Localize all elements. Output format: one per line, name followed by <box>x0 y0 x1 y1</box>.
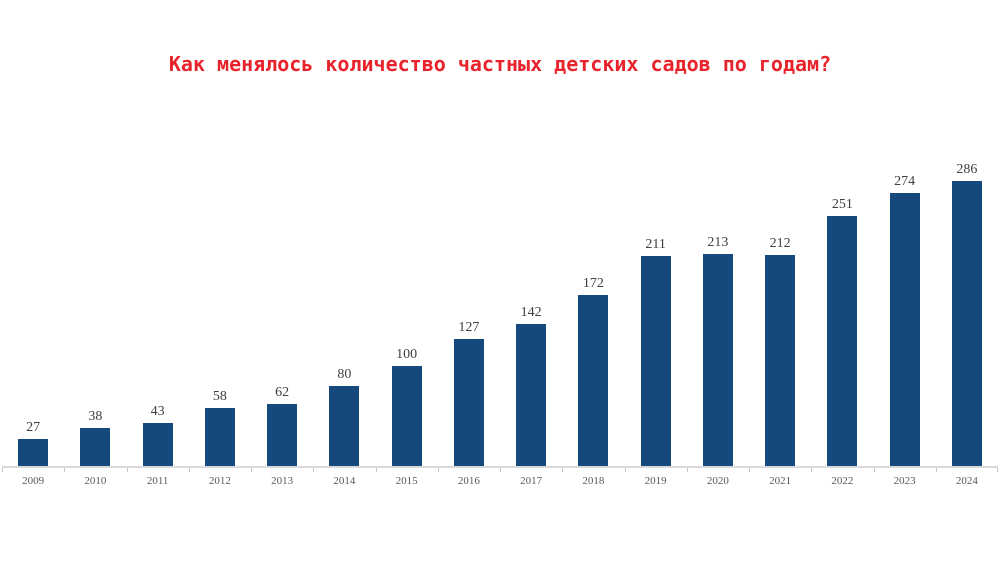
bar-value-label: 212 <box>769 236 791 251</box>
bar <box>702 254 733 466</box>
bar-value-label: 286 <box>956 162 978 177</box>
x-axis-tick <box>562 468 564 472</box>
x-axis-tick <box>935 468 937 472</box>
bar-column: 127 <box>438 120 500 466</box>
bar <box>827 216 858 466</box>
bar-value-label: 142 <box>520 305 542 320</box>
x-tick-label: 2021 <box>769 475 792 487</box>
bar <box>578 295 609 466</box>
bar-value-label: 211 <box>645 237 666 252</box>
bar-column: 212 <box>749 120 811 466</box>
x-axis-tick <box>749 468 750 472</box>
bar-value-label: 38 <box>88 409 103 424</box>
x-tick-label: 2011 <box>146 475 169 487</box>
x-tick-label: 2010 <box>84 475 107 487</box>
plot-area: 27 38 43 58 62 80 100 127 142 172 211 213 212 251 274 2… <box>2 120 998 472</box>
x-axis-tick <box>126 468 128 472</box>
x-axis-tick <box>188 468 190 472</box>
bar-value-label: 274 <box>894 174 916 189</box>
x-tick-label: 2022 <box>831 475 854 487</box>
x-tick-label: 2024 <box>955 475 978 487</box>
bar-column: 274 <box>874 120 936 466</box>
x-tick-label: 2018 <box>582 475 605 487</box>
x-tick-label: 2012 <box>208 475 231 487</box>
bar-column: 211 <box>625 120 687 466</box>
bar-column: 58 <box>189 120 251 466</box>
bar <box>267 404 298 466</box>
bar <box>765 255 796 466</box>
x-tick-label: 2014 <box>333 475 356 487</box>
bar <box>18 439 49 466</box>
bar-value-label: 43 <box>150 404 165 419</box>
bar <box>640 256 671 466</box>
x-tick-label: 2013 <box>271 475 294 487</box>
x-axis-tick <box>624 468 626 472</box>
bar-column: 251 <box>811 120 873 466</box>
bar-value-label: 100 <box>396 347 418 362</box>
x-tick-label: 2017 <box>520 475 543 487</box>
bar-column: 142 <box>500 120 562 466</box>
x-axis-labels: 2009 2010 2011 2012 2013 2014 2015 2016 2017 2018… <box>2 475 998 488</box>
x-axis-tick <box>873 468 875 472</box>
bar-column: 213 <box>687 120 749 466</box>
bar <box>453 339 484 466</box>
x-tick-label: 2023 <box>893 475 916 487</box>
x-axis-tick <box>313 468 315 472</box>
x-axis-tick <box>437 468 439 472</box>
x-tick-label: 2009 <box>22 475 45 487</box>
bar <box>391 366 422 466</box>
x-axis-tick <box>811 468 813 472</box>
bar-column: 80 <box>313 120 375 466</box>
x-axis-tick <box>64 468 66 472</box>
bar-value-label: 127 <box>458 320 480 335</box>
bar-column: 43 <box>127 120 189 466</box>
bar-column: 27 <box>2 120 64 466</box>
bar-value-label: 213 <box>707 235 729 250</box>
bar-column: 62 <box>251 120 313 466</box>
bar-value-label: 172 <box>582 276 604 291</box>
bar <box>516 324 547 466</box>
bar-column: 286 <box>936 120 998 466</box>
x-tick-label: 2015 <box>395 475 418 487</box>
x-tick-label: 2016 <box>457 475 480 487</box>
bar <box>329 386 360 466</box>
chart-title: Как менялось количество частных детских … <box>168 52 832 76</box>
bar-column: 38 <box>64 120 126 466</box>
bar <box>204 408 235 466</box>
x-axis-tick <box>686 468 688 472</box>
x-tick-label: 2020 <box>706 475 729 487</box>
bar-column: 100 <box>376 120 438 466</box>
bar-value-label: 58 <box>212 389 227 404</box>
x-axis-tick <box>500 468 501 472</box>
bar <box>80 428 111 466</box>
x-axis-tick <box>375 468 377 472</box>
bar-value-label: 80 <box>337 367 352 382</box>
x-axis-tick <box>997 468 998 472</box>
bar-value-label: 251 <box>831 197 853 212</box>
x-axis-tick <box>251 468 252 472</box>
plot-columns: 27 38 43 58 62 80 100 127 142 172 211 213 212 251 274 2… <box>2 120 998 466</box>
bar-value-label: 62 <box>275 385 290 400</box>
bar <box>142 423 173 466</box>
bar-column: 172 <box>562 120 624 466</box>
bar <box>951 181 982 466</box>
x-tick-label: 2019 <box>644 475 667 487</box>
x-axis-tick <box>2 468 3 472</box>
bar <box>889 193 920 466</box>
bar-value-label: 27 <box>26 420 41 435</box>
